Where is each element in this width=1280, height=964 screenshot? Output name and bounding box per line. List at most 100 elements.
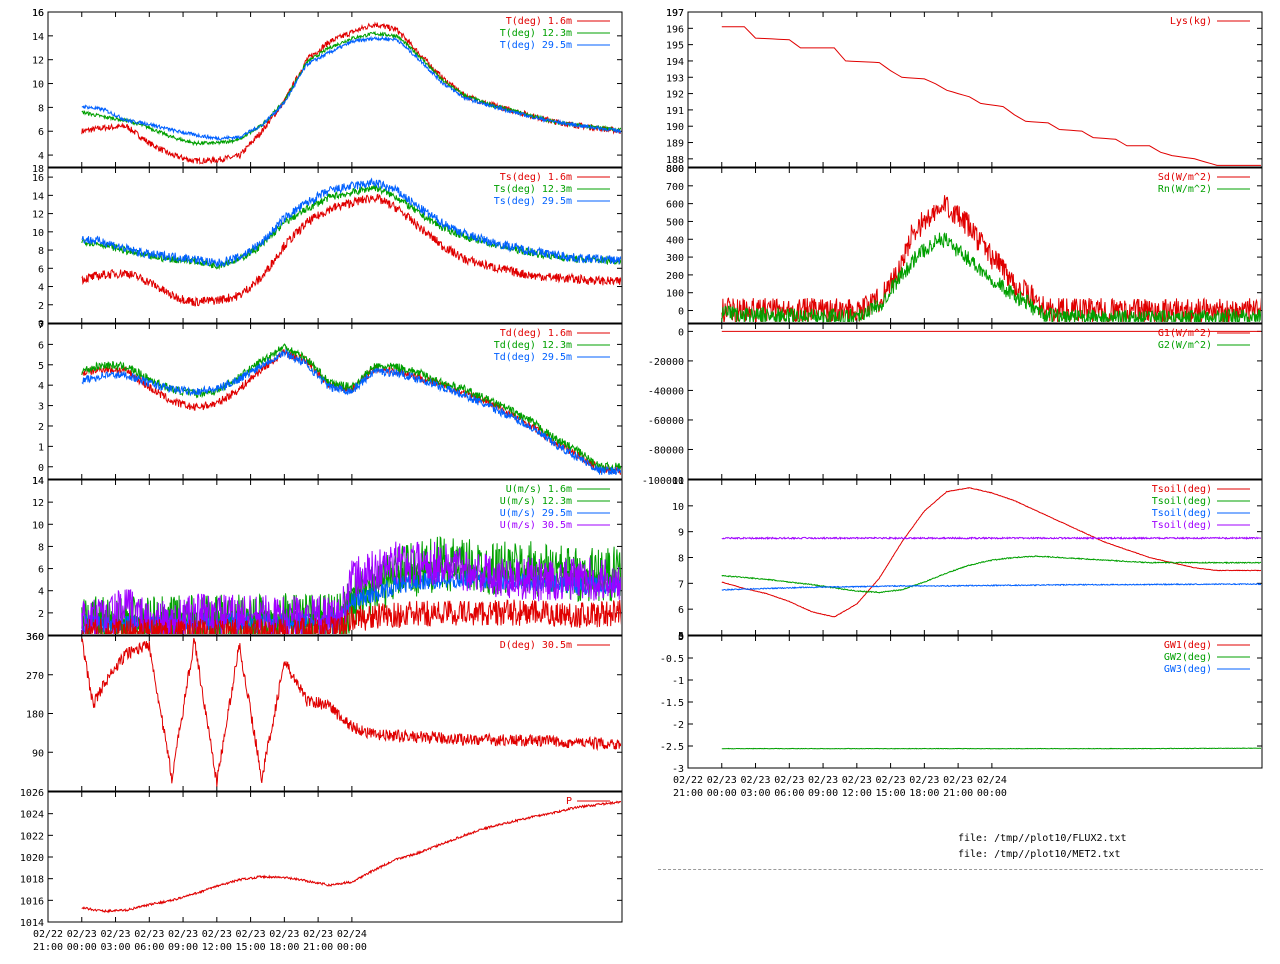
- y-tick-label: -40000: [648, 386, 684, 397]
- y-tick-label: 12: [32, 210, 44, 221]
- x-tick-label-date: 02/23: [67, 929, 97, 940]
- x-tick-label-date: 02/23: [303, 929, 333, 940]
- y-tick-label: 400: [666, 235, 684, 246]
- y-tick-label: 1016: [20, 896, 44, 907]
- y-tick-label: 0: [678, 632, 684, 643]
- legend-label: U(m/s) 30.5m: [500, 520, 572, 531]
- y-tick-label: 16: [32, 173, 44, 184]
- x-tick-label-date: 02/23: [943, 775, 973, 786]
- y-tick-label-top: 360: [26, 632, 44, 643]
- y-tick-label: 2: [38, 301, 44, 312]
- y-tick-label: 16: [32, 8, 44, 19]
- y-tick-label: 12: [32, 56, 44, 67]
- legend-label: Ts(deg) 12.3m: [494, 184, 572, 195]
- y-tick-label: 300: [666, 253, 684, 264]
- y-tick-label: 8: [38, 246, 44, 257]
- series-line-sd-0: [721, 195, 1261, 322]
- y-tick-label: -80000: [648, 445, 684, 456]
- y-tick-label: 1014: [20, 918, 44, 929]
- y-tick-label: 270: [26, 671, 44, 682]
- x-tick-label-date: 02/23: [740, 775, 770, 786]
- x-tick-label-time: 21:00: [943, 788, 973, 799]
- series-line-ts-2: [81, 177, 621, 268]
- y-tick-label: 9: [678, 528, 684, 539]
- series-line-t-2: [81, 35, 621, 142]
- y-tick-label: 193: [666, 73, 684, 84]
- legend-label: U(m/s) 1.6m: [506, 484, 572, 495]
- y-tick-label: 8: [38, 542, 44, 553]
- y-tick-label: 180: [26, 710, 44, 721]
- y-tick-label: 192: [666, 90, 684, 101]
- x-tick-label-time: 00:00: [707, 788, 737, 799]
- legend-label: Ts(deg) 1.6m: [500, 172, 572, 183]
- y-tick-label: 2: [38, 422, 44, 433]
- x-tick-label-date: 02/22: [33, 929, 63, 940]
- x-tick-label-date: 02/23: [134, 929, 164, 940]
- x-tick-label-time: 00:00: [337, 942, 367, 953]
- plot-frame: [47, 323, 623, 480]
- series-line-td-2: [81, 348, 621, 476]
- y-tick-label: 1022: [20, 831, 44, 842]
- x-tick-label-date: 02/24: [977, 775, 1007, 786]
- x-tick-label-date: 02/23: [202, 929, 232, 940]
- y-tick-label: -0.5: [660, 654, 684, 665]
- y-tick-label: 4: [38, 381, 44, 392]
- legend-label: Tsoil(deg): [1152, 496, 1212, 507]
- legend-label: Td(deg) 29.5m: [494, 352, 572, 363]
- x-tick-label-date: 02/23: [808, 775, 838, 786]
- legend-label: T(deg) 1.6m: [506, 16, 572, 27]
- y-tick-label: 196: [666, 24, 684, 35]
- x-tick-label-time: 09:00: [168, 942, 198, 953]
- x-tick-label-time: 09:00: [808, 788, 838, 799]
- plot-frame: [47, 791, 623, 923]
- y-tick-label: 100: [666, 289, 684, 300]
- y-tick-label: 10: [672, 502, 684, 513]
- y-tick-label: -1.5: [660, 698, 684, 709]
- y-tick-label-top: 5: [678, 632, 684, 643]
- series-line-t-1: [81, 30, 621, 147]
- y-tick-label: 3: [38, 402, 44, 413]
- file-label-met: file: /tmp//plot10/MET2.txt: [958, 849, 1121, 860]
- y-tick-label: -60000: [648, 416, 684, 427]
- x-tick-label-date: 02/23: [168, 929, 198, 940]
- legend-label: Sd(W/m^2): [1158, 172, 1212, 183]
- y-tick-label: 0: [678, 307, 684, 318]
- y-tick-label: 6: [678, 605, 684, 616]
- x-tick-label-date: 02/22: [673, 775, 703, 786]
- y-tick-label: 90: [32, 748, 44, 759]
- legend-label: GW2(deg): [1164, 652, 1212, 663]
- legend-label: Td(deg) 12.3m: [494, 340, 572, 351]
- legend-label: GW1(deg): [1164, 640, 1212, 651]
- series-line-lys-0: [721, 26, 1261, 166]
- legend-label: Rn(W/m^2): [1158, 184, 1212, 195]
- y-tick-label: 360: [26, 632, 44, 643]
- y-tick-label: 0: [38, 319, 44, 330]
- legend-label: U(m/s) 29.5m: [500, 508, 572, 519]
- x-tick-label-date: 02/23: [909, 775, 939, 786]
- y-tick-label: -20000: [648, 357, 684, 368]
- panel-p: 1014 1016 1018 1020 1022 1024 1026 02/22 21:00 02…: [20, 788, 623, 953]
- legend-label: Tsoil(deg): [1152, 508, 1212, 519]
- plot-frame: [47, 11, 623, 168]
- legend-label: T(deg) 12.3m: [500, 28, 572, 39]
- y-tick-label: 0: [678, 327, 684, 338]
- legend-label: Tsoil(deg): [1152, 520, 1212, 531]
- y-tick-label-top: -100000: [642, 476, 684, 487]
- y-tick-label: 14: [32, 191, 44, 202]
- legend-label: U(m/s) 12.3m: [500, 496, 572, 507]
- x-tick-label-time: 18:00: [909, 788, 939, 799]
- y-tick-label: 5: [38, 361, 44, 372]
- y-tick-label: 195: [666, 41, 684, 52]
- y-tick-label: 4: [38, 587, 44, 598]
- y-tick-label: -3: [672, 764, 684, 775]
- y-tick-label: 6: [38, 340, 44, 351]
- y-tick-label: -1: [672, 676, 684, 687]
- x-tick-label-time: 00:00: [67, 942, 97, 953]
- x-tick-label-date: 02/23: [774, 775, 804, 786]
- x-tick-label-time: 06:00: [774, 788, 804, 799]
